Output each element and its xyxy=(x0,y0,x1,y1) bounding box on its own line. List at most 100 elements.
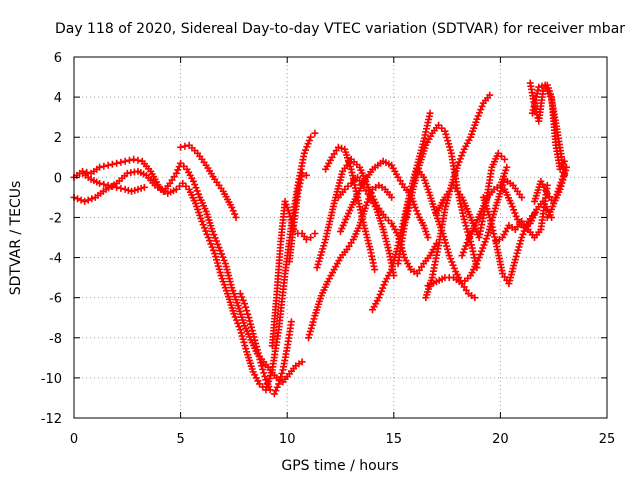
data-point xyxy=(460,215,468,223)
series-sat-o xyxy=(403,121,481,272)
y-tick-label: 0 xyxy=(54,171,62,186)
data-point xyxy=(262,376,270,384)
data-point xyxy=(286,213,294,221)
data-point xyxy=(512,212,520,220)
data-point xyxy=(242,345,250,353)
data-point xyxy=(121,157,129,165)
data-point xyxy=(212,253,220,261)
data-point xyxy=(192,184,200,192)
series-sat-d xyxy=(177,141,240,221)
y-tick-label: -8 xyxy=(49,332,62,347)
data-point xyxy=(131,186,139,194)
data-point xyxy=(220,256,228,264)
data-point xyxy=(181,142,189,150)
data-point xyxy=(219,253,227,261)
data-point xyxy=(130,155,138,163)
data-point xyxy=(462,242,470,250)
data-point xyxy=(479,244,487,252)
data-point xyxy=(458,152,466,160)
data-point xyxy=(445,252,453,260)
data-point xyxy=(459,248,467,256)
data-point xyxy=(305,331,313,339)
data-point xyxy=(305,334,313,342)
data-point xyxy=(252,339,260,347)
data-point xyxy=(518,234,526,241)
data-point xyxy=(379,284,387,292)
data-point xyxy=(446,143,454,151)
data-point xyxy=(272,387,280,395)
data-point xyxy=(209,246,217,254)
data-point xyxy=(426,109,434,117)
data-point xyxy=(238,332,246,340)
data-point xyxy=(456,155,464,163)
data-point xyxy=(475,254,483,262)
data-point xyxy=(209,227,217,235)
data-point xyxy=(310,315,318,323)
data-point xyxy=(212,237,220,245)
data-point xyxy=(478,102,486,110)
data-point xyxy=(206,237,214,245)
data-point xyxy=(535,83,543,91)
data-point xyxy=(243,307,251,315)
data-point xyxy=(113,159,121,167)
data-point xyxy=(77,196,85,204)
series-sat-c xyxy=(79,169,148,195)
data-point xyxy=(239,335,247,343)
data-point xyxy=(501,155,509,163)
data-point xyxy=(254,349,262,357)
x-tick-label: 20 xyxy=(492,432,509,447)
data-point xyxy=(199,221,207,229)
data-point xyxy=(125,156,133,164)
data-point xyxy=(482,235,490,243)
data-point xyxy=(237,329,245,337)
data-point xyxy=(311,129,319,137)
data-point xyxy=(309,318,317,326)
data-point xyxy=(514,246,522,254)
data-point xyxy=(307,133,315,141)
data-point xyxy=(245,314,253,322)
data-point xyxy=(444,137,452,145)
data-point xyxy=(238,293,246,301)
y-axis-title: SDTVAR / TECUs xyxy=(8,181,24,296)
data-point xyxy=(413,207,421,215)
data-point xyxy=(511,256,519,264)
x-tick-label: 0 xyxy=(70,432,78,447)
data-point xyxy=(463,239,471,247)
data-point xyxy=(273,383,281,391)
data-point xyxy=(377,287,385,295)
series-sat-e xyxy=(236,290,295,398)
data-point xyxy=(538,82,546,90)
data-point xyxy=(518,193,526,201)
data-point xyxy=(249,330,257,338)
data-point xyxy=(458,252,466,260)
data-point xyxy=(380,281,388,289)
data-point xyxy=(124,186,132,194)
series-sat-j xyxy=(322,143,379,274)
data-point xyxy=(461,219,469,227)
y-tick-label: -10 xyxy=(41,372,62,387)
data-point xyxy=(208,243,216,251)
data-point xyxy=(117,158,125,166)
data-point xyxy=(215,265,223,273)
grid xyxy=(74,57,607,418)
data-point xyxy=(228,203,236,211)
data-point xyxy=(202,227,210,235)
data-point xyxy=(88,195,96,203)
data-point xyxy=(260,369,268,377)
x-axis-title: GPS time / hours xyxy=(281,458,398,474)
data-point xyxy=(231,210,239,218)
data-point xyxy=(443,134,451,142)
data-point xyxy=(96,179,104,187)
series-sat-x xyxy=(528,81,568,179)
data-point xyxy=(253,346,261,354)
data-point xyxy=(462,222,470,230)
x-tick-label: 10 xyxy=(279,432,296,447)
y-tick-label: -2 xyxy=(49,211,62,226)
data-point xyxy=(306,327,314,335)
series-sat-z xyxy=(543,169,568,221)
data-point xyxy=(448,258,456,266)
series-sat-q xyxy=(424,175,526,290)
data-point xyxy=(445,140,453,148)
data-point xyxy=(461,245,469,253)
y-tick-label: 6 xyxy=(54,51,62,66)
